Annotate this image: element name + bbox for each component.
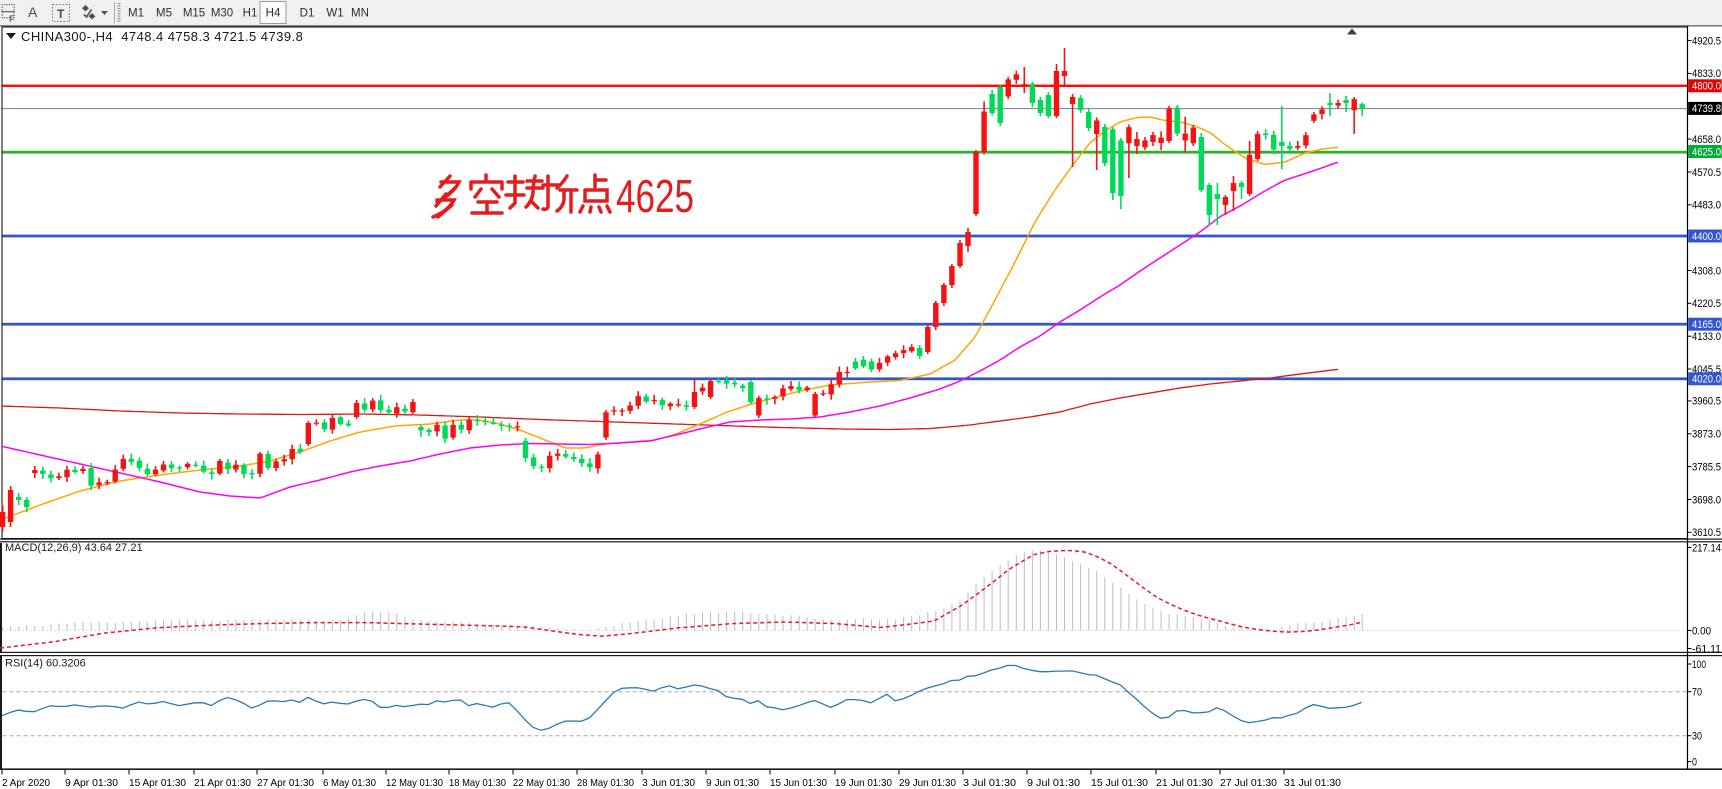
svg-text:3873.0: 3873.0 xyxy=(1692,429,1721,441)
svg-text:19 Jun 01:30: 19 Jun 01:30 xyxy=(835,778,892,789)
svg-text:4833.0: 4833.0 xyxy=(1692,68,1721,80)
svg-text:RSI(14) 60.3206: RSI(14) 60.3206 xyxy=(5,658,86,670)
svg-text:4400.0: 4400.0 xyxy=(1692,231,1721,243)
svg-text:70: 70 xyxy=(1692,687,1702,699)
svg-text:F: F xyxy=(9,14,15,24)
svg-text:4308.0: 4308.0 xyxy=(1692,265,1721,277)
svg-text:M15: M15 xyxy=(183,8,205,20)
svg-text:3 Jul 01:30: 3 Jul 01:30 xyxy=(963,778,1016,789)
svg-text:4133.0: 4133.0 xyxy=(1692,331,1721,343)
svg-text:W1: W1 xyxy=(326,8,343,20)
svg-text:29 Jun 01:30: 29 Jun 01:30 xyxy=(899,778,956,789)
svg-text:4920.5: 4920.5 xyxy=(1692,35,1721,47)
svg-text:0.00: 0.00 xyxy=(1692,625,1711,637)
svg-text:15 Apr 01:30: 15 Apr 01:30 xyxy=(129,778,186,789)
svg-text:A: A xyxy=(28,4,38,20)
svg-text:4739.8: 4739.8 xyxy=(1692,103,1721,115)
svg-text:-61.11: -61.11 xyxy=(1692,643,1721,655)
svg-text:H4: H4 xyxy=(266,8,281,20)
svg-text:4625.0: 4625.0 xyxy=(1692,146,1721,158)
svg-text:M5: M5 xyxy=(156,8,172,20)
svg-text:28 May 01:30: 28 May 01:30 xyxy=(577,778,634,789)
svg-text:6 May 01:30: 6 May 01:30 xyxy=(323,778,376,789)
svg-text:12 May 01:30: 12 May 01:30 xyxy=(386,778,443,789)
svg-text:31 Jul 01:30: 31 Jul 01:30 xyxy=(1284,778,1341,789)
svg-text:9 Jul 01:30: 9 Jul 01:30 xyxy=(1027,778,1080,789)
svg-text:18 May 01:30: 18 May 01:30 xyxy=(449,778,506,789)
svg-text:3960.5: 3960.5 xyxy=(1692,396,1721,408)
svg-text:3610.5: 3610.5 xyxy=(1692,527,1721,539)
svg-text:217.14: 217.14 xyxy=(1692,542,1721,554)
svg-text:9 Jun 01:30: 9 Jun 01:30 xyxy=(706,778,759,789)
svg-text:3698.0: 3698.0 xyxy=(1692,494,1721,506)
svg-text:4570.5: 4570.5 xyxy=(1692,167,1721,179)
svg-text:21 Apr 01:30: 21 Apr 01:30 xyxy=(194,778,251,789)
svg-text:100: 100 xyxy=(1692,659,1706,671)
svg-text:2 Apr 2020: 2 Apr 2020 xyxy=(2,778,50,789)
svg-text:4625: 4625 xyxy=(616,170,694,222)
svg-text:T: T xyxy=(57,7,65,21)
svg-text:27 Jul 01:30: 27 Jul 01:30 xyxy=(1220,778,1277,789)
svg-text:4483.0: 4483.0 xyxy=(1692,200,1721,212)
svg-text:4165.0: 4165.0 xyxy=(1692,319,1721,331)
svg-text:CHINA300-,H4 4748.4 4758.3 47: CHINA300-,H4 4748.4 4758.3 4721.5 4739.8 xyxy=(21,29,303,44)
svg-text:MACD(12,26,9) 43.64 27.21: MACD(12,26,9) 43.64 27.21 xyxy=(5,542,143,554)
svg-text:4658.0: 4658.0 xyxy=(1692,134,1721,146)
svg-text:3785.5: 3785.5 xyxy=(1692,461,1721,473)
svg-text:4800.0: 4800.0 xyxy=(1692,81,1721,93)
svg-text:0: 0 xyxy=(1692,756,1697,768)
svg-text:15 Jul 01:30: 15 Jul 01:30 xyxy=(1091,778,1148,789)
svg-text:30: 30 xyxy=(1692,731,1702,743)
svg-text:21 Jul 01:30: 21 Jul 01:30 xyxy=(1156,778,1213,789)
svg-text:M1: M1 xyxy=(128,8,144,20)
svg-text:9 Apr 01:30: 9 Apr 01:30 xyxy=(65,778,118,789)
svg-text:4220.5: 4220.5 xyxy=(1692,298,1721,310)
svg-text:H1: H1 xyxy=(243,8,258,20)
svg-text:4020.0: 4020.0 xyxy=(1692,374,1721,386)
svg-text:D1: D1 xyxy=(300,8,315,20)
svg-text:27 Apr 01:30: 27 Apr 01:30 xyxy=(257,778,314,789)
svg-text:3 Jun 01:30: 3 Jun 01:30 xyxy=(642,778,695,789)
svg-text:M30: M30 xyxy=(211,8,233,20)
svg-text:22 May 01:30: 22 May 01:30 xyxy=(513,778,570,789)
svg-text:MN: MN xyxy=(351,8,369,20)
svg-text:15 Jun 01:30: 15 Jun 01:30 xyxy=(770,778,827,789)
